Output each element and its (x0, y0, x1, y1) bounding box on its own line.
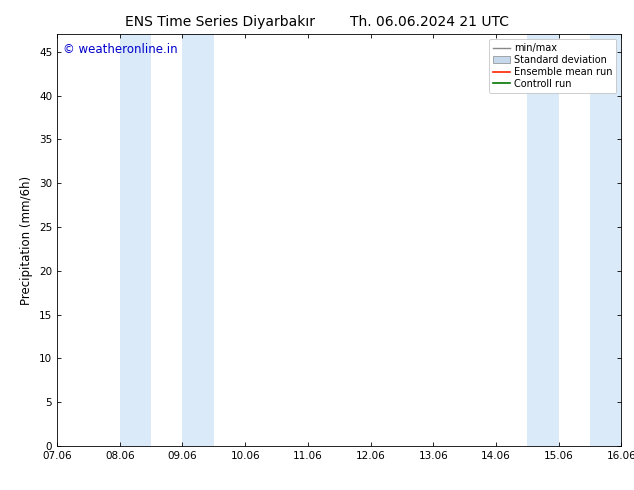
Bar (590, 34, 621, 446)
Y-axis label: Precipitation (mm/6h): Precipitation (mm/6h) (20, 175, 34, 305)
Text: © weatheronline.in: © weatheronline.in (63, 43, 178, 55)
Legend: min/max, Standard deviation, Ensemble mean run, Controll run: min/max, Standard deviation, Ensemble me… (489, 39, 616, 93)
Bar (120, 34, 151, 446)
Text: ENS Time Series Diyarbakır        Th. 06.06.2024 21 UTC: ENS Time Series Diyarbakır Th. 06.06.202… (125, 15, 509, 29)
Bar (527, 34, 559, 446)
Bar (183, 34, 214, 446)
